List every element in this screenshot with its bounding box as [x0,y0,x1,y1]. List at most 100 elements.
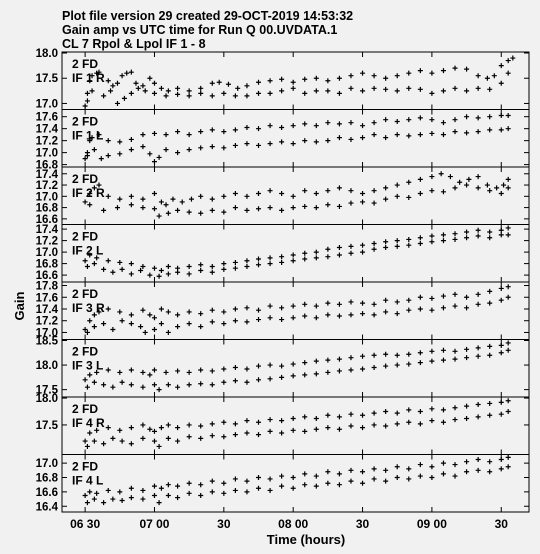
data-point [84,263,90,269]
data-point [267,362,273,368]
panel-antenna-label: 2 FD [72,172,98,186]
data-point [140,384,146,390]
data-point [165,422,171,428]
data-point [440,293,446,299]
data-point [128,271,134,277]
data-point [267,255,273,261]
data-point [505,176,511,182]
data-point [198,129,204,135]
data-point [221,480,227,486]
data-point [429,117,435,123]
data-point [244,418,250,424]
data-point [313,371,319,377]
data-point [244,83,250,89]
data-point [82,377,88,383]
data-point [186,271,192,277]
data-point [429,358,435,364]
data-point [302,313,308,319]
y-tick-label: 16.8 [36,259,59,271]
data-point [302,372,308,378]
data-point [209,307,215,313]
data-point [221,193,227,199]
data-point [336,471,342,477]
data-point [505,398,511,404]
series-upper [82,340,511,383]
data-point [464,66,470,72]
data-point [110,83,116,89]
data-point [475,414,481,420]
data-point [348,243,354,249]
data-point [464,235,470,241]
panel-if-label: IF 4 L [72,474,103,488]
data-point [186,490,192,496]
data-point [487,114,493,120]
data-point [128,495,134,501]
data-point [313,75,319,81]
data-point [232,378,238,384]
data-point [313,303,319,309]
data-point [165,210,171,216]
data-point [221,209,227,215]
x-tick-label: 08 00 [278,517,308,531]
data-point [87,372,93,378]
data-point [360,469,366,475]
data-point [267,487,273,493]
data-point [452,129,458,135]
data-point [244,379,250,385]
data-point [394,243,400,249]
data-point [186,382,192,388]
data-point [147,372,153,378]
data-point [175,495,181,501]
data-point [406,133,412,139]
data-point [475,233,481,239]
data-point [128,321,134,327]
panel-frame [61,109,530,168]
data-point [438,171,444,177]
data-point [440,357,446,363]
data-point [267,303,273,309]
series-lower [87,182,511,219]
data-point [198,311,204,317]
data-point [128,425,134,431]
data-point [429,239,435,245]
data-point [147,426,153,432]
data-point [360,412,366,418]
data-point [267,90,273,96]
data-point [96,132,102,138]
data-point [151,428,157,434]
data-point [475,345,481,351]
data-point [475,174,481,180]
series-upper [82,398,511,444]
data-point [186,434,192,440]
data-point [163,93,169,99]
data-point [360,88,366,94]
data-point [165,271,171,277]
data-point [464,130,470,136]
data-point [505,112,511,118]
data-point [158,321,164,327]
data-point [158,485,164,491]
data-point [175,129,181,135]
y-tick-label: 17.2 [36,236,58,248]
data-point [505,340,511,346]
data-point [175,269,181,275]
panel-frame [61,51,530,110]
data-point [158,306,164,312]
data-point [156,154,162,160]
data-point [371,246,377,252]
data-point [256,432,262,438]
data-point [244,478,250,484]
y-tick-label: 16.6 [36,214,58,226]
data-point [151,315,157,321]
y-tick-label: 17.6 [36,112,58,124]
data-point [198,492,204,498]
data-point [383,196,389,202]
data-point [84,384,90,390]
x-tick-label: 07 00 [139,517,169,531]
data-point [140,196,146,202]
data-point [105,258,111,264]
data-point [117,309,123,315]
data-point [440,68,446,74]
data-point [429,348,435,354]
